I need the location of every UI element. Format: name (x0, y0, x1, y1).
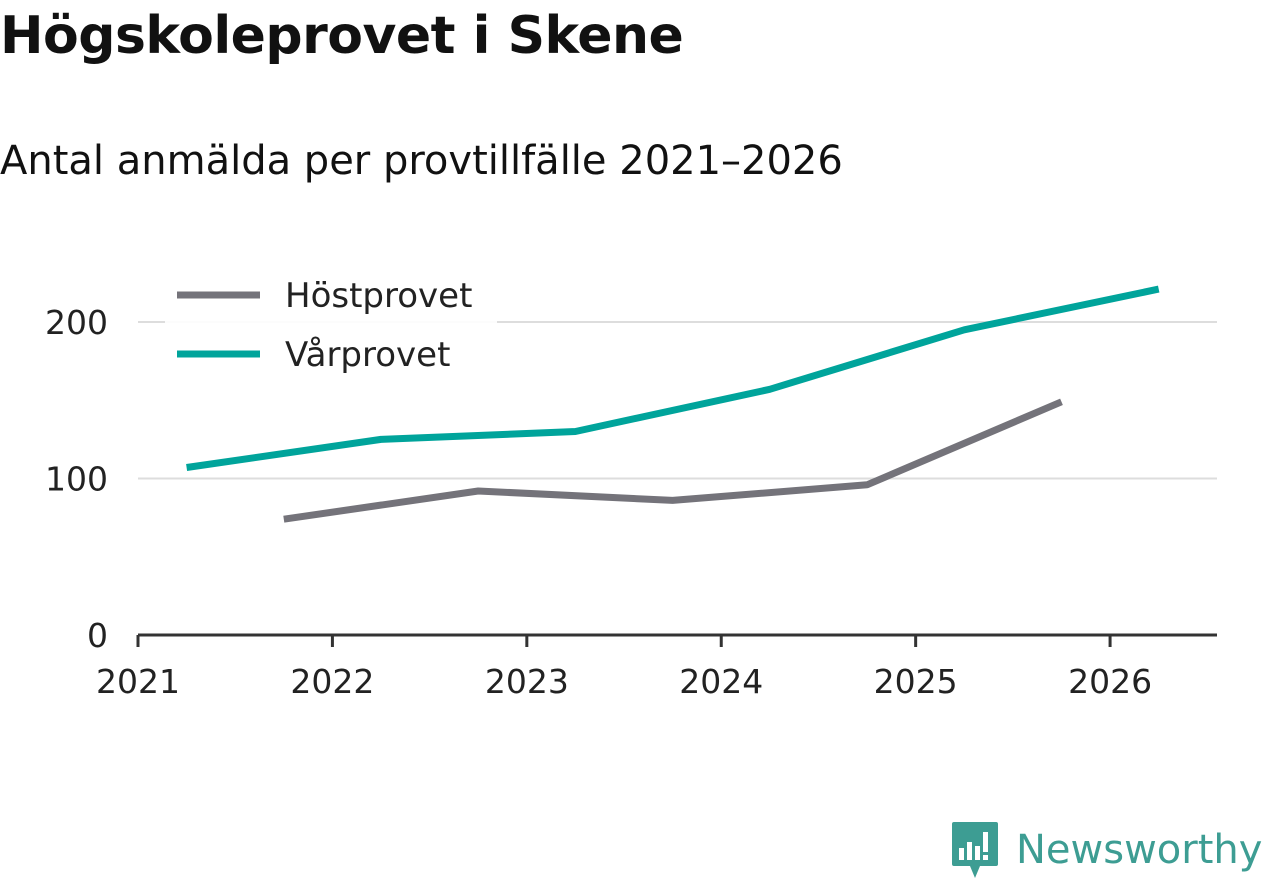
x-axis: 2021 2022 2023 2024 2025 2026 (96, 635, 1217, 701)
series-line-hostprovet (284, 402, 1062, 519)
x-tick-label: 2023 (485, 662, 569, 701)
x-tick-label: 2022 (290, 662, 374, 701)
y-axis-labels: 0 100 200 (45, 303, 108, 655)
legend-label: Höstprovet (285, 276, 472, 316)
x-tick-label: 2024 (679, 662, 763, 701)
y-tick-label: 100 (45, 460, 108, 499)
bar-chart-speech-bubble-icon (950, 820, 1000, 880)
x-tick-label: 2025 (874, 662, 958, 701)
y-tick-label: 0 (87, 616, 108, 655)
newsworthy-logo: Newsworthy (950, 818, 1262, 882)
legend-label: Vårprovet (285, 335, 450, 375)
line-chart: 2021 2022 2023 2024 2025 2026 0 100 200 Höstpro… (0, 0, 1262, 800)
y-tick-label: 200 (45, 303, 108, 342)
x-tick-label: 2021 (96, 662, 180, 701)
x-tick-label: 2026 (1068, 662, 1152, 701)
legend: Höstprovet Vårprovet (165, 266, 497, 376)
brand-name: Newsworthy (1016, 827, 1262, 873)
